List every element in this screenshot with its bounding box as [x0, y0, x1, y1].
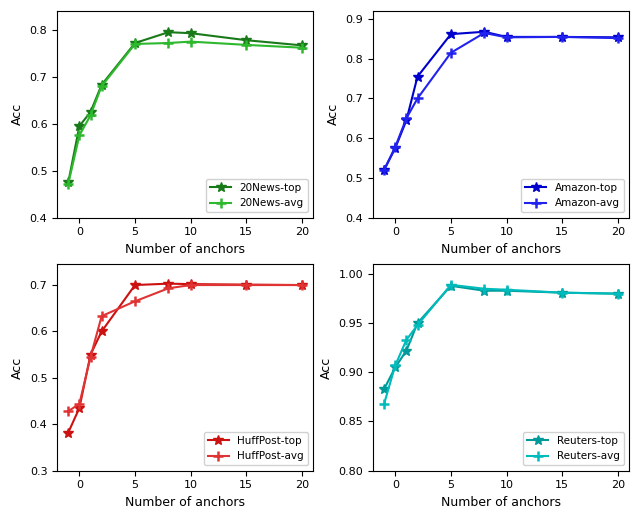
- Reuters-avg: [502, 287, 510, 293]
- Amazon-avg: [413, 95, 421, 101]
- Reuters-top: [413, 320, 421, 326]
- Reuters-avg: [614, 291, 621, 297]
- 20News-top: [86, 109, 94, 115]
- Legend: HuffPost-top, HuffPost-avg: HuffPost-top, HuffPost-avg: [204, 432, 308, 465]
- HuffPost-avg: [76, 401, 83, 407]
- Reuters-avg: [403, 337, 410, 343]
- Reuters-avg: [558, 290, 566, 296]
- Line: HuffPost-top: HuffPost-top: [63, 279, 307, 437]
- Reuters-top: [481, 288, 488, 294]
- Amazon-top: [403, 117, 410, 123]
- Amazon-avg: [558, 34, 566, 40]
- Reuters-top: [502, 288, 510, 294]
- Line: 20News-avg: 20News-avg: [63, 37, 307, 189]
- Amazon-avg: [502, 34, 510, 41]
- 20News-top: [187, 30, 195, 36]
- Legend: 20News-top, 20News-avg: 20News-top, 20News-avg: [206, 179, 308, 212]
- Reuters-avg: [380, 400, 388, 407]
- Amazon-avg: [481, 30, 488, 36]
- Amazon-avg: [392, 144, 399, 150]
- Reuters-avg: [447, 282, 454, 288]
- HuffPost-top: [164, 280, 172, 287]
- HuffPost-avg: [65, 408, 72, 414]
- HuffPost-top: [86, 352, 94, 358]
- Y-axis label: Acc: Acc: [320, 356, 333, 379]
- HuffPost-top: [243, 281, 250, 288]
- 20News-avg: [86, 112, 94, 119]
- HuffPost-top: [131, 282, 139, 288]
- HuffPost-top: [187, 281, 195, 287]
- HuffPost-avg: [187, 282, 195, 288]
- HuffPost-avg: [131, 298, 139, 304]
- Amazon-top: [413, 73, 421, 80]
- Amazon-top: [481, 29, 488, 35]
- Line: 20News-top: 20News-top: [63, 28, 307, 187]
- 20News-avg: [65, 180, 72, 187]
- 20News-avg: [164, 40, 172, 46]
- X-axis label: Number of anchors: Number of anchors: [125, 496, 245, 509]
- Reuters-avg: [392, 362, 399, 369]
- Y-axis label: Acc: Acc: [327, 103, 340, 125]
- Amazon-avg: [403, 115, 410, 122]
- Amazon-top: [392, 145, 399, 151]
- Amazon-avg: [614, 35, 621, 41]
- Amazon-avg: [447, 50, 454, 56]
- Reuters-top: [447, 283, 454, 289]
- Reuters-top: [380, 386, 388, 392]
- HuffPost-avg: [298, 282, 306, 288]
- Line: Amazon-top: Amazon-top: [380, 27, 623, 175]
- Reuters-avg: [413, 322, 421, 328]
- 20News-avg: [98, 83, 106, 89]
- Line: Reuters-avg: Reuters-avg: [380, 280, 623, 409]
- 20News-avg: [243, 42, 250, 48]
- 20News-avg: [187, 38, 195, 45]
- HuffPost-top: [298, 282, 306, 288]
- Y-axis label: Acc: Acc: [11, 356, 24, 379]
- Reuters-top: [403, 347, 410, 354]
- 20News-avg: [298, 45, 306, 51]
- 20News-avg: [76, 132, 83, 138]
- Amazon-top: [558, 34, 566, 40]
- Amazon-top: [447, 31, 454, 37]
- 20News-top: [164, 29, 172, 35]
- Amazon-top: [614, 34, 621, 41]
- HuffPost-avg: [98, 313, 106, 319]
- Reuters-top: [392, 365, 399, 371]
- Reuters-avg: [481, 285, 488, 292]
- 20News-avg: [131, 41, 139, 47]
- Y-axis label: Acc: Acc: [11, 103, 24, 125]
- Legend: Amazon-top, Amazon-avg: Amazon-top, Amazon-avg: [521, 179, 624, 212]
- Reuters-top: [614, 291, 621, 297]
- X-axis label: Number of anchors: Number of anchors: [125, 243, 245, 256]
- 20News-top: [76, 123, 83, 129]
- X-axis label: Number of anchors: Number of anchors: [441, 496, 561, 509]
- X-axis label: Number of anchors: Number of anchors: [441, 243, 561, 256]
- HuffPost-top: [76, 405, 83, 411]
- HuffPost-top: [98, 328, 106, 334]
- Amazon-top: [502, 34, 510, 40]
- HuffPost-avg: [86, 354, 94, 360]
- Amazon-avg: [380, 167, 388, 173]
- Line: HuffPost-avg: HuffPost-avg: [63, 280, 307, 416]
- HuffPost-top: [65, 430, 72, 436]
- Amazon-top: [380, 167, 388, 173]
- HuffPost-avg: [164, 285, 172, 291]
- Line: Amazon-avg: Amazon-avg: [380, 28, 623, 175]
- 20News-top: [243, 37, 250, 43]
- Reuters-top: [558, 290, 566, 296]
- HuffPost-avg: [243, 282, 250, 288]
- Legend: Reuters-top, Reuters-avg: Reuters-top, Reuters-avg: [524, 432, 624, 465]
- Line: Reuters-top: Reuters-top: [380, 281, 623, 394]
- 20News-top: [131, 40, 139, 46]
- 20News-top: [65, 179, 72, 186]
- 20News-top: [98, 82, 106, 88]
- 20News-top: [298, 42, 306, 48]
